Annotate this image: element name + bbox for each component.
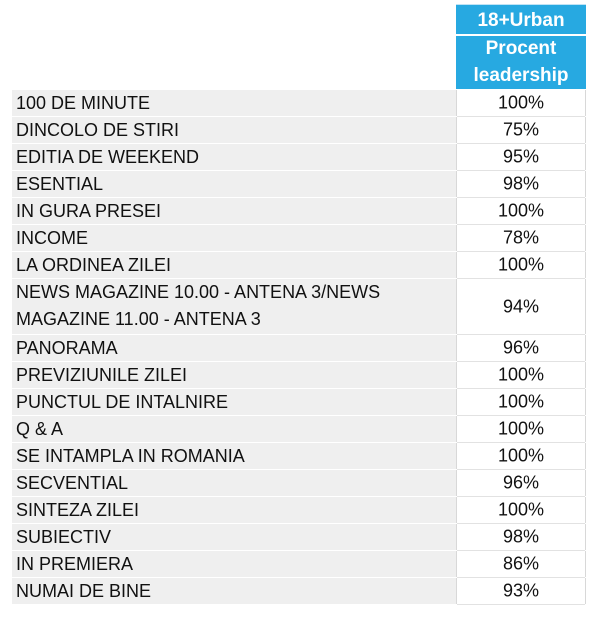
show-name: LA ORDINEA ZILEI — [16, 255, 172, 275]
value-cell: 100% — [456, 198, 586, 225]
leadership-value: 100% — [497, 200, 545, 221]
show-name: 100 DE MINUTE — [16, 93, 151, 113]
table-row: SUBIECTIV 98% — [12, 524, 586, 551]
leadership-value: 98% — [502, 526, 540, 547]
leadership-value: 86% — [502, 553, 540, 574]
leadership-value: 98% — [502, 173, 540, 194]
table-row: LA ORDINEA ZILEI 100% — [12, 252, 586, 279]
value-cell: 95% — [456, 144, 586, 171]
value-cell: 96% — [456, 470, 586, 497]
table-row: PUNCTUL DE INTALNIRE 100% — [12, 389, 586, 416]
value-cell: 94% — [456, 279, 586, 335]
table-row: PREVIZIUNILE ZILEI 100% — [12, 362, 586, 389]
show-name: SINTEZA ZILEI — [16, 500, 140, 520]
leadership-value: 100% — [497, 254, 545, 275]
value-cell: 93% — [456, 578, 586, 605]
value-cell: 98% — [456, 171, 586, 198]
show-name: INCOME — [16, 228, 88, 248]
show-name: NEWS MAGAZINE 10.00 - ANTENA 3/NEWS MAGA… — [16, 282, 381, 329]
value-cell: 100% — [456, 497, 586, 524]
leadership-value: 96% — [502, 337, 540, 358]
leadership-value: 94% — [502, 296, 540, 316]
value-cell: 96% — [456, 335, 586, 362]
value-cell: 100% — [456, 443, 586, 470]
value-cell: 100% — [456, 416, 586, 443]
show-name: NUMAI DE BINE — [16, 581, 152, 601]
table-row: SECVENTIAL 96% — [12, 470, 586, 497]
table-row: SINTEZA ZILEI 100% — [12, 497, 586, 524]
leadership-value: 100% — [497, 499, 545, 520]
value-cell: 100% — [456, 252, 586, 279]
show-name: DINCOLO DE STIRI — [16, 120, 180, 140]
show-name: SUBIECTIV — [16, 527, 112, 547]
table-row: Q & A 100% — [12, 416, 586, 443]
table-row: NEWS MAGAZINE 10.00 - ANTENA 3/NEWS MAGA… — [12, 279, 586, 335]
show-name: SECVENTIAL — [16, 473, 129, 493]
table-row: EDITIA DE WEEKEND 95% — [12, 144, 586, 171]
value-cell: 78% — [456, 225, 586, 252]
leadership-value: 100% — [497, 364, 545, 385]
show-name: PANORAMA — [16, 338, 118, 358]
column-header-line-1: 18+Urban — [477, 10, 565, 31]
leadership-value: 78% — [502, 227, 540, 248]
table-row: NUMAI DE BINE 93% — [12, 578, 586, 605]
table-row: ESENTIAL 98% — [12, 171, 586, 198]
leadership-value: 93% — [502, 580, 540, 601]
value-cell: 100% — [456, 90, 586, 117]
table-body: 100 DE MINUTE 100% DINCOLO DE STIRI 75% … — [12, 90, 586, 605]
show-name: ESENTIAL — [16, 174, 104, 194]
table-row: IN GURA PRESEI 100% — [12, 198, 586, 225]
show-name: Q & A — [16, 419, 64, 439]
leadership-value: 100% — [497, 445, 545, 466]
leadership-value: 75% — [502, 119, 540, 140]
column-header-line-2: Procent — [485, 38, 557, 59]
value-cell: 100% — [456, 389, 586, 416]
table-row: DINCOLO DE STIRI 75% — [12, 117, 586, 144]
show-name: PREVIZIUNILE ZILEI — [16, 365, 188, 385]
show-name: EDITIA DE WEEKEND — [16, 147, 200, 167]
leadership-value: 100% — [497, 418, 545, 439]
show-name: SE INTAMPLA IN ROMANIA — [16, 446, 245, 466]
column-header-line-3: leadership — [473, 65, 569, 86]
leadership-value: 96% — [502, 472, 540, 493]
value-cell: 98% — [456, 524, 586, 551]
show-name: IN PREMIERA — [16, 554, 134, 574]
header-divider — [456, 34, 586, 36]
table-row: IN PREMIERA 86% — [12, 551, 586, 578]
table-row: INCOME 78% — [12, 225, 586, 252]
table-row: 100 DE MINUTE 100% — [12, 90, 586, 117]
table-row: SE INTAMPLA IN ROMANIA 100% — [12, 443, 586, 470]
leadership-value: 100% — [497, 92, 545, 113]
value-cell: 86% — [456, 551, 586, 578]
show-name: IN GURA PRESEI — [16, 201, 162, 221]
leadership-value: 100% — [497, 391, 545, 412]
show-name: PUNCTUL DE INTALNIRE — [16, 392, 229, 412]
value-cell: 75% — [456, 117, 586, 144]
table-row: PANORAMA 96% — [12, 335, 586, 362]
value-cell: 100% — [456, 362, 586, 389]
column-header: 18+Urban Procent leadership — [456, 4, 586, 89]
leadership-value: 95% — [502, 146, 540, 167]
